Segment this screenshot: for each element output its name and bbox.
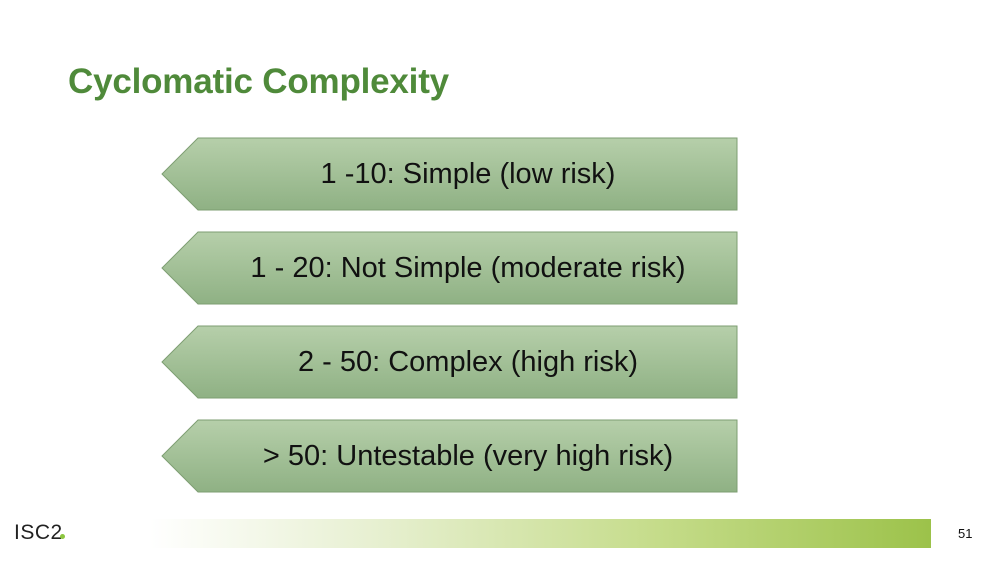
left-arrow-shape: [161, 137, 738, 211]
slide-title: Cyclomatic Complexity: [68, 62, 449, 101]
left-arrow-shape: [161, 419, 738, 493]
risk-level-list: 1 -10: Simple (low risk) 1 - 20: Not Sim…: [161, 137, 738, 493]
risk-level-item: 1 -10: Simple (low risk): [161, 137, 738, 211]
risk-level-label: 1 - 20: Not Simple (moderate risk): [250, 252, 686, 284]
isc2-logo: ISC2: [14, 521, 65, 545]
risk-level-item: 2 - 50: Complex (high risk): [161, 325, 738, 399]
risk-level-label: > 50: Untestable (very high risk): [262, 440, 674, 472]
left-arrow-shape: [161, 325, 738, 399]
left-arrow-shape: [161, 231, 738, 305]
page-number: 51: [958, 526, 973, 541]
logo-text: ISC2: [14, 521, 63, 544]
footer-gradient-bar: [150, 519, 931, 548]
risk-level-item: 1 - 20: Not Simple (moderate risk): [161, 231, 738, 305]
risk-level-label: 1 -10: Simple (low risk): [320, 158, 616, 190]
risk-level-item: > 50: Untestable (very high risk): [161, 419, 738, 493]
risk-level-label: 2 - 50: Complex (high risk): [297, 346, 639, 378]
logo-dot-icon: [59, 534, 65, 539]
